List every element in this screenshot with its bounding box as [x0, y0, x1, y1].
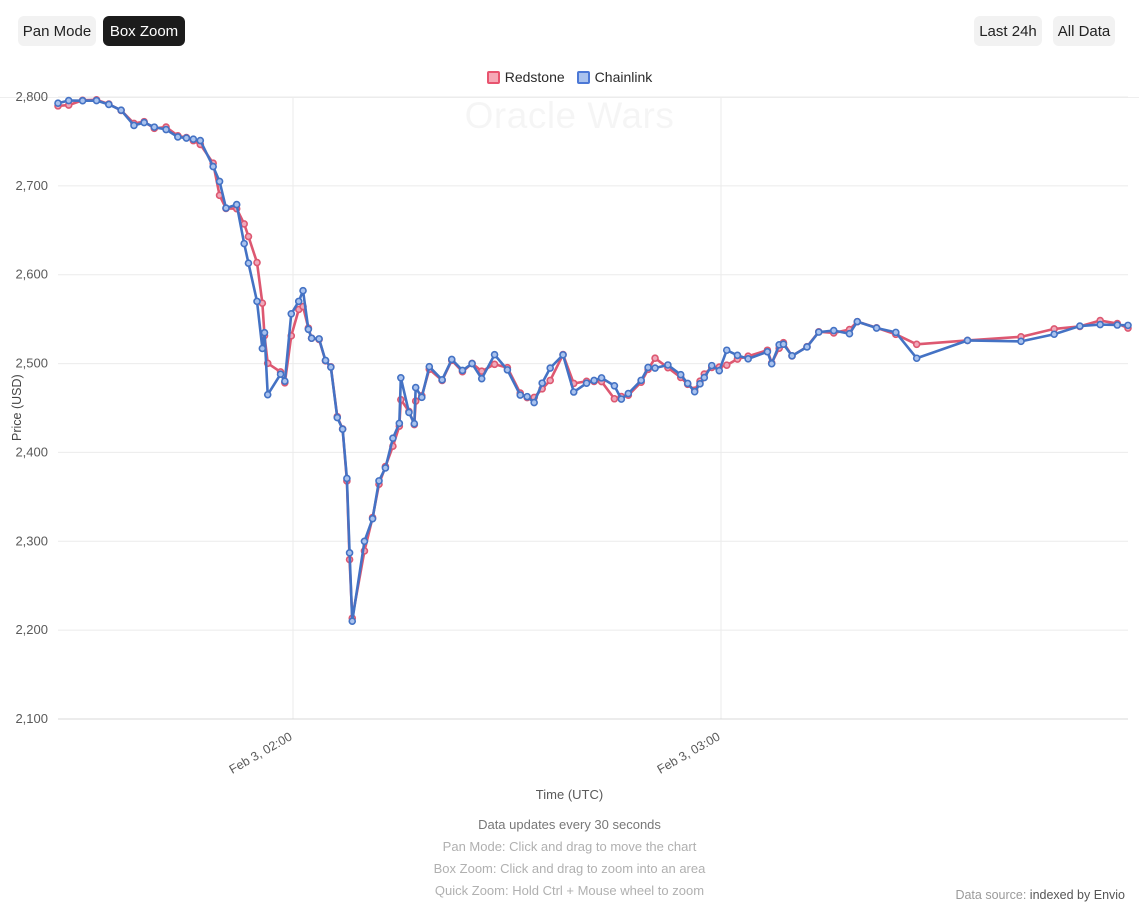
svg-text:2,200: 2,200: [15, 622, 48, 637]
svg-text:2,100: 2,100: [15, 711, 48, 726]
svg-text:2,700: 2,700: [15, 178, 48, 193]
svg-text:Feb 3, 02:00: Feb 3, 02:00: [227, 729, 295, 776]
svg-text:2,300: 2,300: [15, 533, 48, 548]
svg-text:2,500: 2,500: [15, 356, 48, 371]
svg-text:2,400: 2,400: [15, 444, 48, 459]
svg-text:2,800: 2,800: [15, 89, 48, 104]
svg-text:2,600: 2,600: [15, 267, 48, 282]
svg-text:Feb 3, 03:00: Feb 3, 03:00: [655, 729, 723, 776]
